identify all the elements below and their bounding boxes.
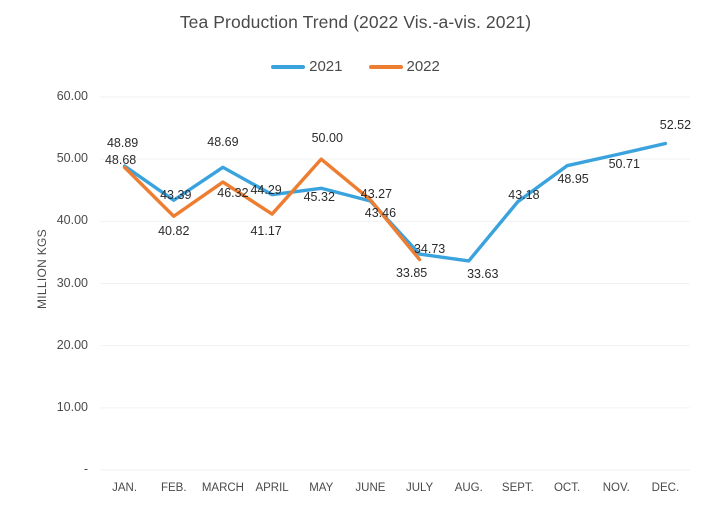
y-tick-label: - bbox=[83, 462, 88, 476]
data-label-2021-JAN.: 48.89 bbox=[106, 136, 139, 151]
series-line-2022[interactable] bbox=[122, 157, 422, 262]
x-tick-label: APRIL bbox=[255, 482, 289, 494]
chart-legend: 2021 2022 bbox=[0, 58, 711, 75]
data-label-2021-JUNE: 43.27 bbox=[360, 187, 393, 201]
series-lines bbox=[122, 141, 668, 263]
y-tick-label: 30.00 bbox=[56, 275, 88, 290]
x-tick-label: OCT. bbox=[553, 482, 581, 494]
data-label-2022-JUNE: 43.46 bbox=[364, 205, 397, 220]
data-label-2022-MAY: 50.00 bbox=[311, 131, 343, 146]
data-label-2021-NOV.: 50.71 bbox=[608, 156, 640, 171]
x-tick-label: DEC. bbox=[651, 482, 680, 494]
legend-swatch-2021 bbox=[271, 64, 306, 69]
legend-label-2021: 2021 bbox=[309, 58, 343, 75]
data-label-2022-APRIL: 41.17 bbox=[250, 224, 282, 239]
x-tick-label: AUG. bbox=[454, 482, 483, 494]
data-label-2021-DEC.: 52.52 bbox=[659, 117, 692, 132]
x-tick-label: JAN. bbox=[112, 482, 138, 494]
legend-swatch-2022 bbox=[368, 64, 403, 69]
data-label-2021-JULY: 34.73 bbox=[413, 242, 446, 257]
y-tick-label: 60.00 bbox=[56, 89, 88, 103]
data-label-2021-APRIL: 44.29 bbox=[250, 182, 282, 197]
legend-item-2021[interactable]: 2021 bbox=[271, 58, 343, 75]
x-tick-label: FEB. bbox=[160, 482, 187, 494]
data-label-2021-AUG.: 33.63 bbox=[467, 266, 499, 281]
data-label-2022-JULY: 33.85 bbox=[395, 265, 428, 280]
legend-item-2022[interactable]: 2022 bbox=[368, 58, 440, 75]
data-label-2022-JAN.: 48.68 bbox=[104, 153, 137, 168]
x-tick-label: MAY bbox=[309, 482, 334, 494]
data-label-2021-SEPT.: 43.18 bbox=[508, 187, 540, 202]
data-label-2021-OCT.: 48.95 bbox=[557, 171, 589, 186]
data-label-2022-MARCH: 46.32 bbox=[217, 186, 249, 201]
legend-label-2022: 2022 bbox=[406, 58, 440, 75]
y-tick-label: 10.00 bbox=[56, 399, 88, 414]
gridlines bbox=[100, 96, 690, 471]
series-line-2021[interactable] bbox=[122, 141, 668, 263]
data-label-2021-FEB.: 43.39 bbox=[160, 188, 192, 203]
data-label-2022-FEB.: 40.82 bbox=[158, 224, 190, 239]
y-tick-label: 20.00 bbox=[56, 337, 88, 352]
x-tick-label: MARCH bbox=[201, 482, 244, 494]
chart-title: Tea Production Trend (2022 Vis.-a-vis. 2… bbox=[179, 12, 532, 32]
x-tick-label: NOV. bbox=[602, 482, 630, 494]
x-tick-label: SEPT. bbox=[501, 482, 534, 494]
y-tick-label: 40.00 bbox=[56, 213, 88, 228]
x-tick-label: JUNE bbox=[355, 482, 386, 494]
data-label-2021-MAY: 45.32 bbox=[303, 190, 335, 205]
x-tick-label: JULY bbox=[405, 482, 434, 494]
data-label-2021-MARCH: 48.69 bbox=[207, 135, 239, 150]
y-tick-label: 50.00 bbox=[56, 151, 88, 166]
